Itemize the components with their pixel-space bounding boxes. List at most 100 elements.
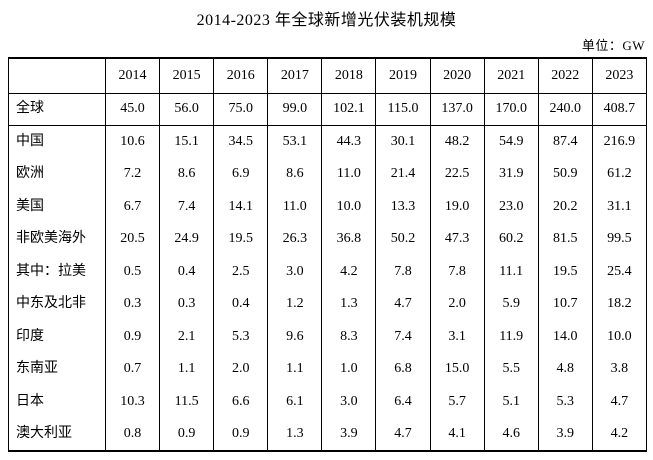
table-row: 中东及北非 0.3 0.3 0.4 1.2 1.3 4.7 2.0 5.9 10.7 18.2 [8,288,648,321]
value-cell: 4.2 [321,255,377,288]
row-label-cell: 中东及北非 [8,288,106,321]
value-cell: 61.2 [591,158,648,191]
value-cell: 20.2 [537,190,593,223]
value-cell: 0.4 [213,288,269,321]
value-cell: 5.5 [483,353,539,386]
value-cell: 22.5 [429,158,485,191]
table-row: 美国 6.7 7.4 14.1 11.0 10.0 13.3 19.0 23.0 20.2 31.1 [8,190,648,223]
value-cell: 87.4 [537,125,593,158]
value-cell: 1.3 [267,418,323,451]
value-cell: 6.8 [375,353,431,386]
value-cell: 9.6 [267,320,323,353]
year-header-cell: 2019 [375,58,431,93]
value-cell: 10.7 [537,288,593,321]
year-header-cell: 2014 [104,58,161,93]
table-row: 中国 10.6 15.1 34.5 53.1 44.3 30.1 48.2 54.9 87.4 21… [8,125,648,158]
value-cell: 53.1 [267,125,323,158]
value-cell: 10.0 [591,320,648,353]
row-label-cell: 美国 [8,190,106,223]
table-body: 全球 45.0 56.0 75.0 99.0 102.1 115.0 137.0 170.0 24… [8,93,648,451]
table-header: 2014 2015 2016 2017 2018 2019 2020 2021 2022 2023 [8,58,648,93]
value-cell: 50.9 [537,158,593,191]
value-cell: 6.6 [213,385,269,418]
row-label-cell: 印度 [8,320,106,353]
row-label-cell: 全球 [8,93,106,126]
value-cell: 34.5 [213,125,269,158]
value-cell: 0.9 [104,320,161,353]
value-cell: 44.3 [321,125,377,158]
value-cell: 31.9 [483,158,539,191]
value-cell: 15.1 [159,125,215,158]
value-cell: 23.0 [483,190,539,223]
value-cell: 56.0 [159,93,215,126]
value-cell: 216.9 [591,125,648,158]
value-cell: 11.5 [159,385,215,418]
value-cell: 45.0 [104,93,161,126]
value-cell: 99.5 [591,223,648,256]
value-cell: 13.3 [375,190,431,223]
value-cell: 10.6 [104,125,161,158]
value-cell: 10.0 [321,190,377,223]
value-cell: 81.5 [537,223,593,256]
value-cell: 11.0 [267,190,323,223]
table-row: 欧洲 7.2 8.6 6.9 8.6 11.0 21.4 22.5 31.9 50.9 61.2 [8,158,648,191]
unit-label: 单位：GW [581,38,645,53]
value-cell: 24.9 [159,223,215,256]
value-cell: 240.0 [537,93,593,126]
value-cell: 50.2 [375,223,431,256]
value-cell: 6.4 [375,385,431,418]
table-row: 其中：拉美 0.5 0.4 2.5 3.0 4.2 7.8 7.8 11.1 19.5 25.4 [8,255,648,288]
value-cell: 115.0 [375,93,431,126]
value-cell: 2.0 [213,353,269,386]
row-label-cell: 中国 [8,125,106,158]
value-cell: 19.5 [537,255,593,288]
row-label-cell: 东南亚 [8,353,106,386]
year-header-cell: 2017 [267,58,323,93]
value-cell: 2.0 [429,288,485,321]
value-cell: 11.1 [483,255,539,288]
value-cell: 0.3 [159,288,215,321]
value-cell: 6.7 [104,190,161,223]
value-cell: 137.0 [429,93,485,126]
year-header-cell: 2022 [537,58,593,93]
value-cell: 102.1 [321,93,377,126]
value-cell: 0.4 [159,255,215,288]
value-cell: 4.2 [591,418,648,451]
value-cell: 11.9 [483,320,539,353]
value-cell: 0.5 [104,255,161,288]
value-cell: 20.5 [104,223,161,256]
value-cell: 31.1 [591,190,648,223]
value-cell: 6.1 [267,385,323,418]
value-cell: 36.8 [321,223,377,256]
value-cell: 7.4 [375,320,431,353]
year-header-cell: 2021 [483,58,539,93]
value-cell: 5.7 [429,385,485,418]
value-cell: 1.1 [267,353,323,386]
value-cell: 3.0 [267,255,323,288]
value-cell: 8.6 [159,158,215,191]
value-cell: 2.5 [213,255,269,288]
table-title: 2014-2023 年全球新增光伏装机规模 [196,12,457,29]
value-cell: 25.4 [591,255,648,288]
year-header-cell: 2020 [429,58,485,93]
value-cell: 5.3 [537,385,593,418]
value-cell: 7.2 [104,158,161,191]
value-cell: 75.0 [213,93,269,126]
year-header-cell: 2023 [591,58,648,93]
row-label-cell: 澳大利亚 [8,418,106,451]
value-cell: 7.8 [375,255,431,288]
value-cell: 47.3 [429,223,485,256]
value-cell: 48.2 [429,125,485,158]
value-cell: 1.2 [267,288,323,321]
value-cell: 2.1 [159,320,215,353]
value-cell: 8.3 [321,320,377,353]
value-cell: 54.9 [483,125,539,158]
row-label-cell: 其中：拉美 [8,255,106,288]
value-cell: 7.4 [159,190,215,223]
value-cell: 5.1 [483,385,539,418]
value-cell: 19.0 [429,190,485,223]
value-cell: 21.4 [375,158,431,191]
header-row: 2014 2015 2016 2017 2018 2019 2020 2021 2022 2023 [8,58,648,93]
value-cell: 60.2 [483,223,539,256]
table-row: 日本 10.3 11.5 6.6 6.1 3.0 6.4 5.7 5.1 5.3 4.7 [8,385,648,418]
